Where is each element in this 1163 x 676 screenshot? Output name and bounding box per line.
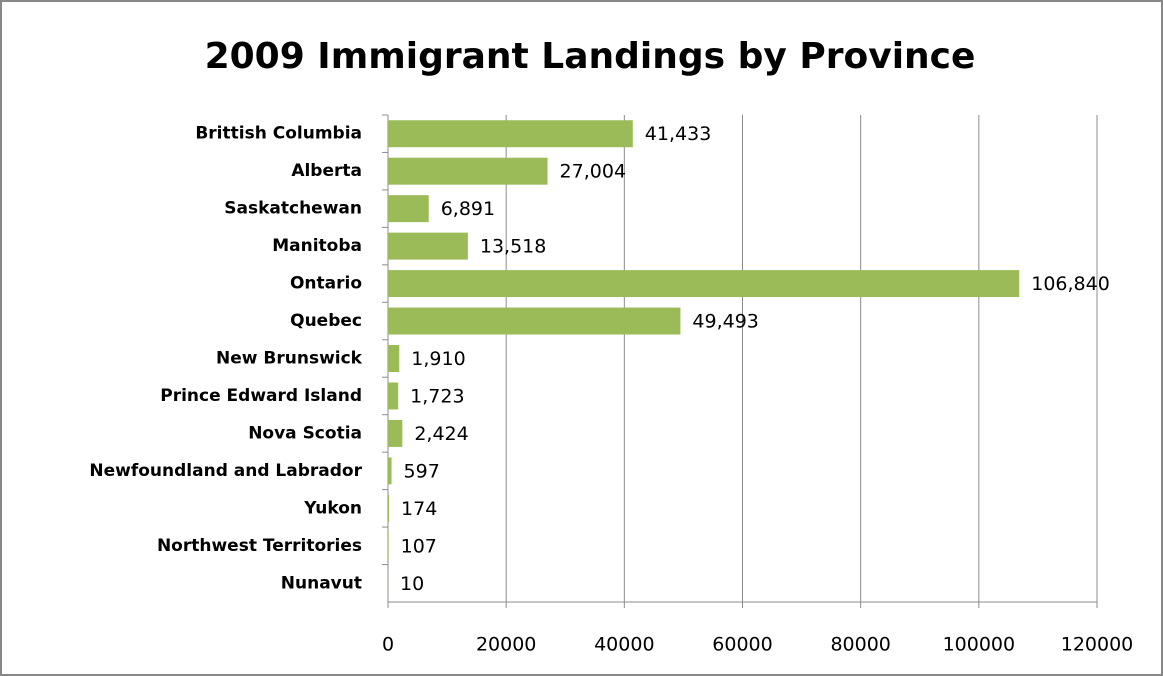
x-tick-label: 60000 [712,634,772,656]
data-label: 13,518 [480,236,546,258]
data-label: 2,424 [414,423,468,445]
data-label: 107 [401,535,437,557]
data-label: 49,493 [692,311,758,333]
bar [388,307,681,335]
data-label: 597 [404,460,440,482]
y-tick-label: Saskatchewan [224,199,362,219]
data-label: 41,433 [645,123,711,145]
data-label: 174 [401,498,437,520]
y-tick-label: Manitoba [272,236,362,256]
y-tick-label: Yukon [303,498,362,518]
x-tick-label: 120000 [1061,634,1134,656]
data-label: 1,910 [411,348,465,370]
bar [388,457,392,485]
y-tick-label: Northwest Territories [157,536,362,556]
y-tick-label: Alberta [291,161,362,181]
x-tick-label: 0 [382,634,394,656]
x-tick-label: 40000 [594,634,654,656]
y-tick-label: New Brunswick [216,349,363,369]
x-tick-label: 100000 [943,634,1016,656]
bar [388,382,399,410]
chart-title: 2009 Immigrant Landings by Province [205,36,976,77]
bar [388,157,548,185]
data-label: 10 [400,573,424,595]
x-tick-label: 80000 [830,634,890,656]
y-tick-label: Newfoundland and Labrador [89,461,362,481]
y-tick-label: Prince Edward Island [160,386,362,406]
bar [388,270,1020,298]
y-tick-label: Nunavut [281,573,362,593]
bar [388,232,468,260]
bar [388,494,390,522]
bar [388,419,403,447]
bar [388,532,389,560]
y-tick-label: Nova Scotia [248,423,362,443]
bar [388,195,429,223]
y-tick-label: Quebec [290,311,362,331]
bar [388,120,633,148]
data-label: 27,004 [560,161,626,183]
x-tick-label: 20000 [476,634,536,656]
data-label: 1,723 [410,385,464,407]
data-label: 106,840 [1031,273,1110,295]
y-tick-label: Brittish Columbia [195,124,362,144]
data-label: 6,891 [441,198,495,220]
y-tick-label: Ontario [290,274,362,294]
bar [388,345,400,372]
